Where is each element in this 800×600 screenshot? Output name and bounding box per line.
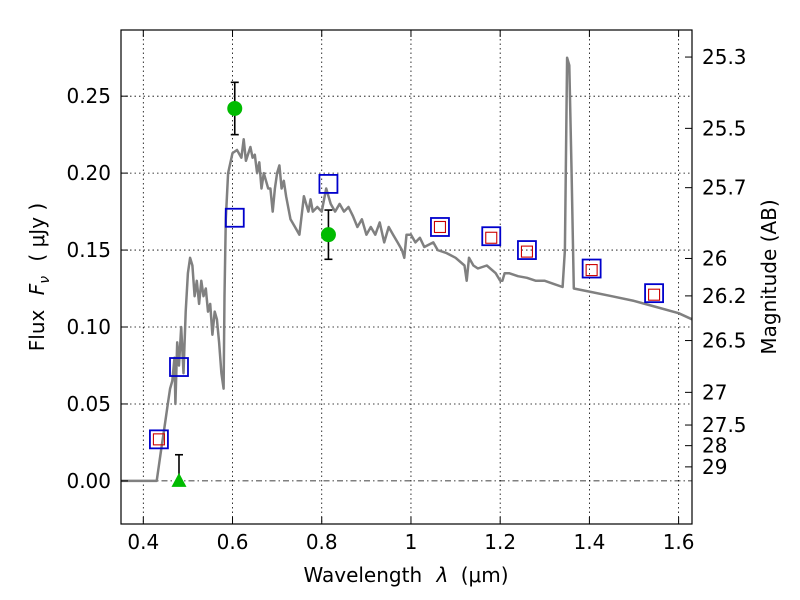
x-tick-label: 1.6: [663, 530, 695, 554]
observed-point-square: [648, 288, 661, 301]
mag-tick-label: 25.3: [702, 45, 747, 69]
non-detection-point: [171, 472, 187, 487]
observed-point-square: [485, 231, 498, 244]
x-tick-label: 1.4: [573, 530, 605, 554]
series-layer: [121, 56, 693, 487]
observed-point-square: [585, 264, 598, 277]
y-tick-label: 0.00: [66, 469, 111, 493]
detection-point: [227, 100, 243, 116]
x-axis-title: Wavelength λ (μm): [303, 563, 508, 587]
x-tick-label: 1.2: [484, 530, 516, 554]
mag-tick-label: 28: [702, 434, 727, 458]
detection-point: [320, 227, 336, 243]
y-axis-title: Flux Fν ( μJy ): [25, 203, 54, 351]
mag-tick-label: 25.7: [702, 176, 747, 200]
x-tick-label: 1: [405, 530, 418, 554]
mag-tick-label: 26: [702, 246, 727, 270]
observed-point-square: [152, 433, 165, 446]
model-point-square: [581, 258, 602, 279]
model-point-square: [318, 173, 339, 194]
model-point-square: [430, 217, 450, 237]
y2-axis-title: Magnitude (AB): [757, 199, 781, 354]
model-point-square: [169, 357, 189, 377]
plot-frame: [120, 29, 693, 525]
model-spectrum-line: [121, 56, 693, 483]
observed-point-square: [520, 245, 533, 258]
model-point-square: [224, 207, 245, 228]
x-tick-label: 0.8: [306, 530, 338, 554]
mag-tick-label: 27: [702, 380, 727, 404]
x-tick-label: 0.4: [127, 530, 159, 554]
y-tick-label: 0.05: [66, 392, 111, 416]
mag-tick-label: 27.5: [702, 413, 747, 437]
x-tick-label: 0.6: [217, 530, 249, 554]
mag-tick-label: 26.2: [702, 284, 747, 308]
model-point-square: [149, 429, 169, 450]
grid-layer: [121, 30, 692, 524]
model-point-square: [517, 240, 537, 260]
y-tick-label: 0.10: [66, 315, 111, 339]
y-tick-label: 0.20: [66, 161, 111, 185]
model-point-square: [644, 283, 664, 304]
y-tick-label: 0.15: [66, 238, 111, 262]
model-point-square: [481, 226, 502, 247]
mag-tick-label: 26.5: [702, 329, 747, 353]
mag-tick-label: 25.5: [702, 116, 747, 140]
mag-tick-label: 29: [702, 455, 727, 479]
y-tick-label: 0.25: [66, 84, 111, 108]
observed-point-square: [433, 220, 447, 234]
tick-layer: 0.4 0.6 0.8 1 1.2 1.4 1.6 0.00 0.05 0.10 0.15 0.20 0…: [66, 30, 747, 554]
